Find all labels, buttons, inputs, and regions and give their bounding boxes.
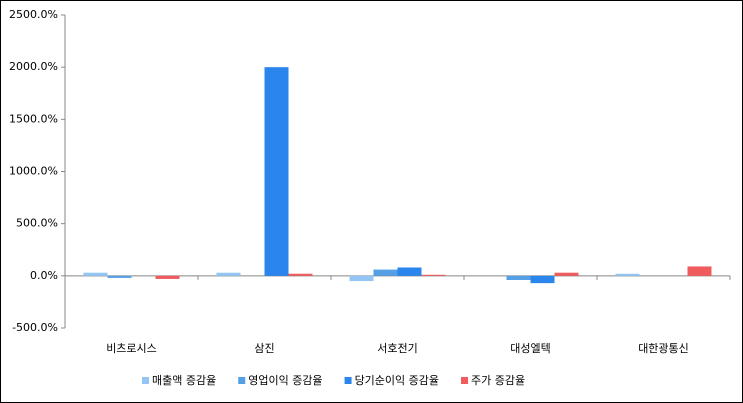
bar	[107, 275, 132, 278]
x-tick-label: 서호전기	[377, 342, 417, 355]
legend-label: 매출액 증감율	[152, 374, 216, 387]
bar	[155, 275, 180, 279]
bar	[264, 67, 289, 276]
x-tick-label: 대한광통신	[638, 342, 689, 355]
legend-swatch	[238, 377, 246, 384]
bar	[687, 266, 712, 276]
y-tick-label: 2500.0%	[9, 8, 58, 21]
y-tick-label: 1000.0%	[9, 165, 58, 178]
x-tick-label: 비츠로시스	[106, 342, 157, 355]
bar	[83, 272, 108, 276]
legend-label: 당기순이익 증감율	[355, 374, 439, 387]
legend-swatch	[142, 377, 149, 384]
bar	[421, 274, 446, 276]
y-tick-label: 0.0%	[30, 269, 58, 282]
bar	[554, 272, 579, 276]
bar	[349, 275, 374, 282]
y-tick-label: 2000.0%	[9, 60, 58, 73]
legend-swatch	[344, 377, 352, 384]
y-tick-label: 500.0%	[16, 217, 58, 230]
y-tick-label: -500.0%	[12, 321, 58, 334]
bar	[530, 275, 555, 284]
bar	[373, 269, 398, 276]
bar	[288, 273, 313, 276]
legend-label: 영업이익 증감율	[248, 374, 322, 387]
bar	[506, 275, 531, 281]
x-tick-label: 삼진	[254, 342, 274, 355]
legend-label: 주가 증감율	[471, 374, 525, 387]
y-tick-label: 1500.0%	[9, 112, 58, 125]
legend-swatch	[461, 377, 469, 384]
x-tick-label: 대성엘텍	[510, 342, 550, 355]
bar	[397, 267, 422, 276]
bar	[216, 272, 241, 276]
bar	[615, 273, 640, 276]
